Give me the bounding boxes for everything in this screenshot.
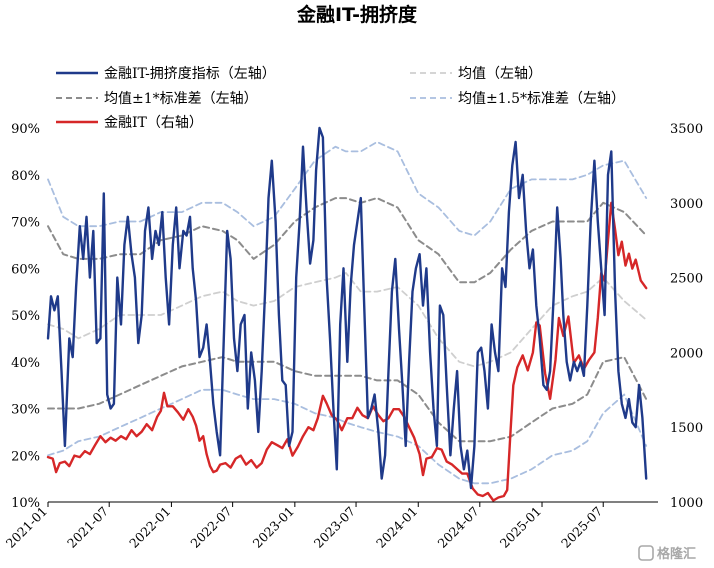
y-right-tick-label: 1500 bbox=[670, 421, 703, 436]
y-left-tick-label: 80% bbox=[11, 169, 40, 184]
x-tick-label: 2023-07 bbox=[311, 503, 358, 550]
plot-area bbox=[46, 126, 658, 503]
y-left-tick-label: 30% bbox=[11, 403, 40, 418]
y-left-tick-label: 20% bbox=[11, 449, 40, 464]
y-left-tick-label: 70% bbox=[11, 216, 40, 231]
y-right-tick-label: 3500 bbox=[670, 122, 703, 137]
x-tick-label: 2021-07 bbox=[64, 503, 111, 550]
x-tick-label: 2023-01 bbox=[250, 504, 297, 551]
y-right-tick-label: 2500 bbox=[670, 272, 703, 287]
y-left-tick-label: 50% bbox=[11, 309, 40, 324]
series-line-crowd-1 bbox=[46, 126, 648, 490]
legend-label-band1: 均值±1*标准差（左轴） bbox=[104, 91, 258, 107]
series-layer bbox=[46, 126, 648, 502]
watermark-text: 格隆汇 bbox=[657, 546, 696, 562]
x-tick-label: 2024-01 bbox=[373, 504, 420, 551]
legend-label-crowd: 金融IT-拥挤度指标（左轴） bbox=[104, 66, 276, 82]
y-left-tick-label: 10% bbox=[11, 496, 40, 511]
x-tick-label: 2022-01 bbox=[126, 504, 173, 551]
x-tick-label: 2024-07 bbox=[435, 503, 482, 550]
x-axis: 2021-01 2021-07 2022-01 2022-07 2023-01 2023-… bbox=[3, 502, 605, 551]
series-line-band1-2 bbox=[47, 356, 648, 443]
chart-title: 金融IT-拥挤度 bbox=[296, 3, 418, 26]
legend-label-band15: 均值±1.5*标准差（左轴） bbox=[458, 91, 625, 107]
x-tick-label: 2025-07 bbox=[558, 503, 605, 550]
y-left-tick-label: 40% bbox=[11, 356, 40, 371]
y-right-tick-label: 2000 bbox=[670, 346, 703, 361]
series-line-price-1 bbox=[46, 201, 648, 502]
y-left-tick-label: 60% bbox=[11, 262, 40, 277]
y-axis-left: 10% 20% 30% 40% 50% 60% 70% 80% 90% bbox=[11, 122, 40, 511]
y-axis-right: 1000 1500 2000 2500 3000 3500 bbox=[670, 122, 703, 511]
y-right-tick-label: 1000 bbox=[670, 496, 703, 511]
watermark-logo-icon bbox=[638, 545, 654, 561]
chart-legend: 金融IT-拥挤度指标（左轴） 均值（左轴） 均值±1*标准差（左轴） 均值±1.5*标… bbox=[56, 66, 625, 131]
y-right-tick-label: 3000 bbox=[670, 197, 703, 212]
series-line-band1-1 bbox=[47, 197, 648, 284]
x-tick-label: 2025-01 bbox=[497, 504, 544, 551]
series-line-mean-1 bbox=[47, 271, 648, 368]
x-tick-label: 2022-07 bbox=[187, 503, 234, 550]
legend-label-price: 金融IT（右轴） bbox=[104, 115, 203, 131]
series-line-band15-1 bbox=[47, 141, 648, 237]
legend-label-mean: 均值（左轴） bbox=[458, 66, 542, 82]
watermark: 格隆汇 bbox=[638, 545, 696, 562]
y-left-tick-label: 90% bbox=[11, 122, 40, 137]
